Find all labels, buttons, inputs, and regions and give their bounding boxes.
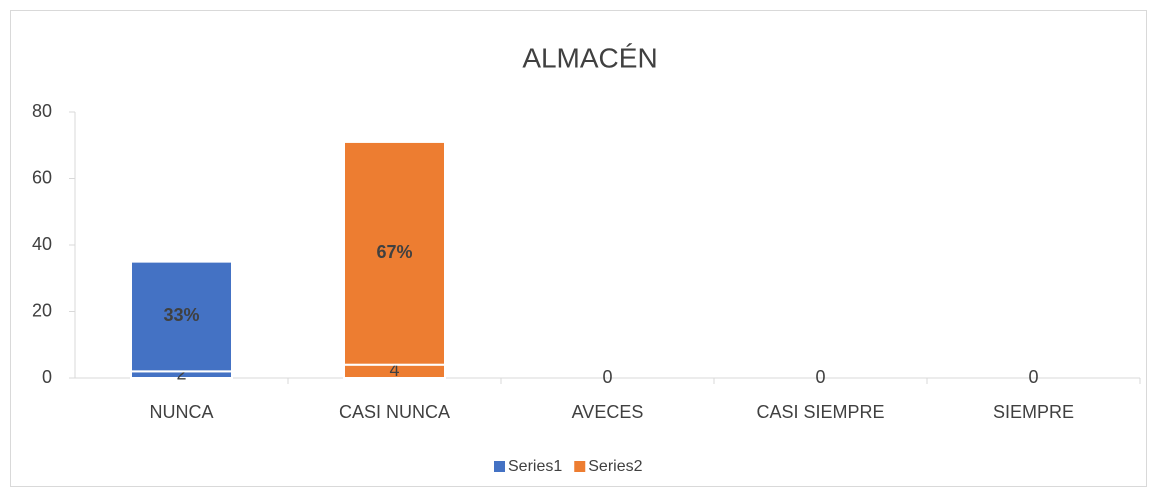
y-tick-label: 40 xyxy=(32,234,52,254)
bar-segment xyxy=(343,140,446,366)
x-tick-label: CASI NUNCA xyxy=(339,402,450,422)
legend-swatch xyxy=(494,461,505,472)
chart-title: ALMACÉN xyxy=(522,42,657,73)
y-tick-label: 0 xyxy=(42,367,52,387)
legend-swatch xyxy=(574,461,586,472)
y-tick-label: 80 xyxy=(32,101,52,121)
x-tick-label: SIEMPRE xyxy=(993,402,1074,422)
data-label: 4 xyxy=(389,360,399,380)
data-label: 0 xyxy=(1028,367,1038,387)
data-label: 2 xyxy=(176,363,186,383)
x-tick-label: AVECES xyxy=(572,402,644,422)
data-label: 33% xyxy=(163,305,199,325)
y-tick-label: 60 xyxy=(32,167,52,187)
y-tick-label: 20 xyxy=(32,300,52,320)
legend-label: Series2 xyxy=(588,458,642,475)
data-label: 67% xyxy=(376,242,412,262)
data-label: 0 xyxy=(602,367,612,387)
x-tick-label: NUNCA xyxy=(149,402,213,422)
chart-frame xyxy=(10,10,1147,487)
legend-label: Series1 xyxy=(508,458,562,475)
x-tick-label: CASI SIEMPRE xyxy=(756,402,884,422)
data-label: 0 xyxy=(815,367,825,387)
bar-segment xyxy=(130,260,233,373)
